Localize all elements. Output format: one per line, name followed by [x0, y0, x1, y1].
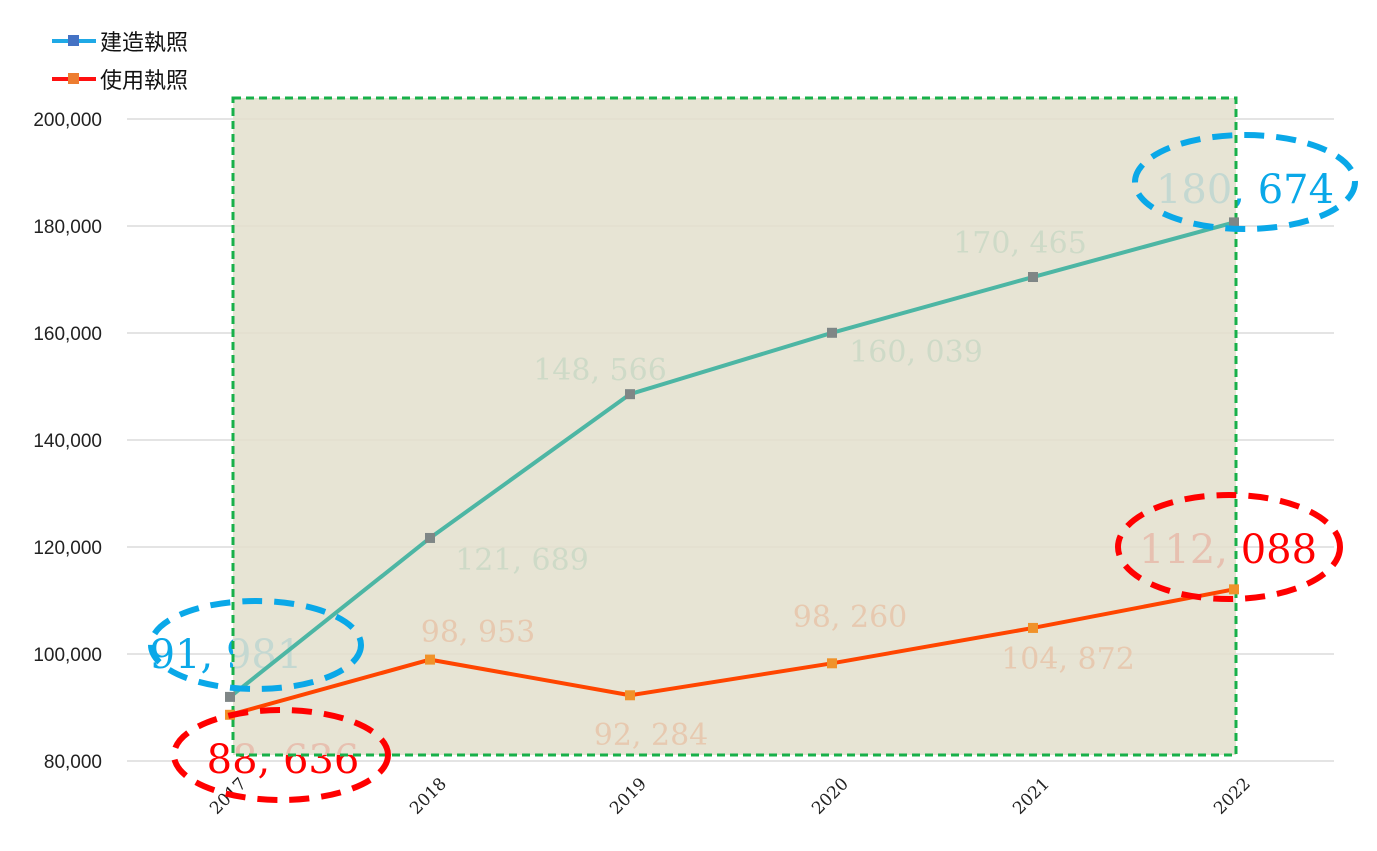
- data-point-marker[interactable]: [225, 691, 235, 702]
- y-tick-label: 160,000: [33, 324, 102, 345]
- highlight-ellipse: [171, 707, 391, 803]
- data-point-marker[interactable]: [1028, 622, 1038, 633]
- y-tick-label: 200,000: [33, 110, 102, 131]
- x-tick-label: 2020: [808, 774, 853, 819]
- data-point-marker[interactable]: [1229, 584, 1239, 595]
- data-point-marker[interactable]: [425, 654, 435, 665]
- y-tick-label: 180,000: [33, 217, 102, 238]
- legend: 建造執照 使用執照: [52, 22, 188, 98]
- series-line: [228, 220, 1235, 699]
- legend-label: 建造執照: [100, 31, 189, 56]
- legend-label: 使用執照: [100, 69, 189, 94]
- x-tick-label: 2019: [606, 774, 651, 819]
- x-tick-label: 2021: [1009, 774, 1054, 819]
- x-tick-label: 2022: [1210, 774, 1255, 819]
- highlight-rect: [231, 96, 1238, 757]
- y-tick-label: 120,000: [33, 538, 102, 559]
- data-point-marker[interactable]: [625, 690, 635, 701]
- legend-item-occupancy-permit[interactable]: 使用執照: [52, 60, 188, 98]
- data-point-marker[interactable]: [425, 532, 435, 543]
- data-point-marker[interactable]: [1229, 217, 1239, 228]
- highlight-ellipse: [1132, 132, 1358, 232]
- y-axis: 80,000 100,000 120,000 140,000 160,000 180,00…: [33, 110, 102, 773]
- data-point-marker[interactable]: [1028, 272, 1038, 283]
- highlight-ellipse: [1115, 492, 1343, 602]
- highlight-box: [231, 96, 1238, 757]
- y-tick-label: 80,000: [44, 752, 102, 773]
- x-tick-label: 2018: [406, 774, 451, 819]
- data-point-marker[interactable]: [827, 327, 837, 338]
- line-marker-icon: [52, 35, 96, 46]
- highlight-ellipse: [148, 598, 364, 692]
- series-line: [229, 587, 1235, 717]
- series-lines: [225, 217, 1239, 720]
- y-tick-label: 100,000: [33, 645, 102, 666]
- line-marker-icon: [52, 73, 96, 84]
- data-point-marker[interactable]: [625, 389, 635, 400]
- data-point-marker[interactable]: [827, 658, 837, 669]
- legend-item-building-permit[interactable]: 建造執照: [52, 22, 188, 60]
- highlight-ellipses: [148, 132, 1358, 803]
- y-tick-label: 140,000: [33, 431, 102, 452]
